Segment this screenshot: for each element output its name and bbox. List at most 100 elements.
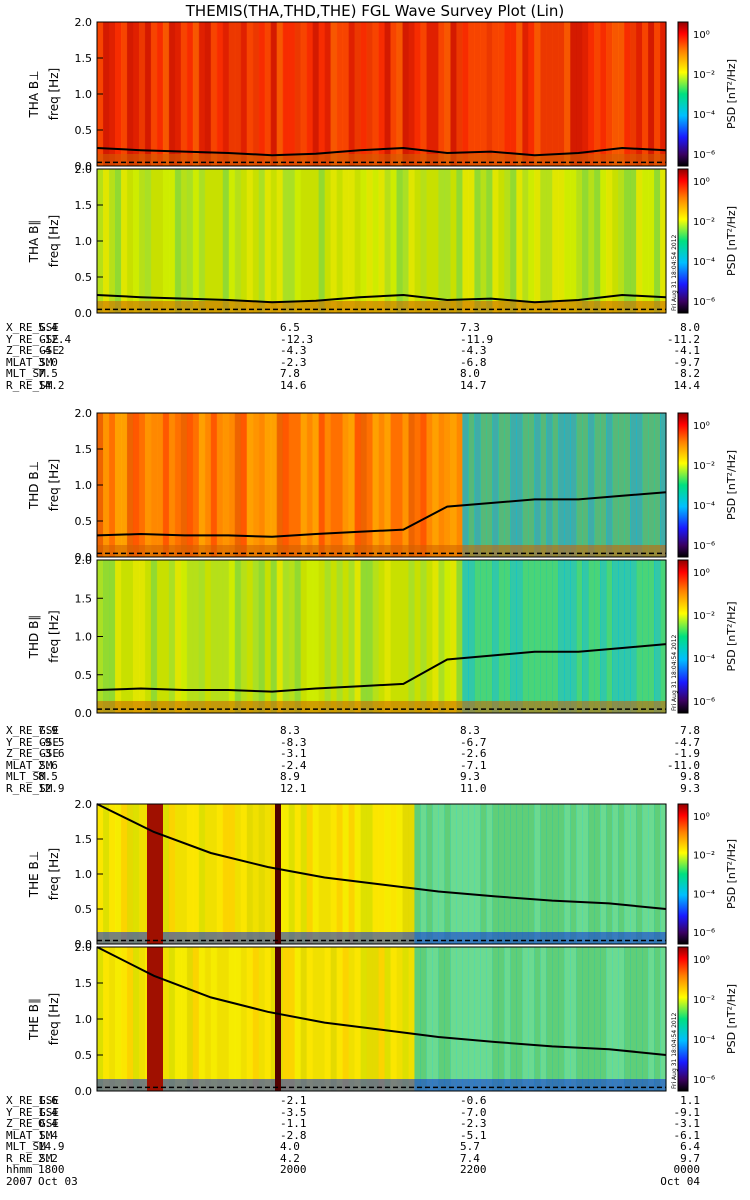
spectrogram-column: [120, 413, 128, 557]
spectrogram-column: [450, 804, 457, 944]
spectrogram-column: [618, 169, 625, 313]
spectrogram-column: [210, 413, 218, 557]
spectrogram-column: [252, 804, 260, 944]
spectrogram-column: [258, 22, 266, 166]
ephemeris-value: 8.9: [280, 770, 300, 783]
spectrogram-column: [246, 413, 254, 557]
spectrogram-column: [144, 413, 152, 557]
spectrogram-column: [132, 560, 140, 713]
spectrogram-column: [582, 947, 589, 1091]
spectrogram-column: [366, 169, 374, 313]
y-tick-label: 2.0: [75, 407, 93, 420]
spectrogram-column: [396, 947, 404, 1091]
spectrogram-column: [108, 22, 116, 166]
spectrogram-column: [222, 22, 230, 166]
spectrogram-column: [276, 22, 284, 166]
spectrogram-column: [204, 947, 212, 1091]
spectrogram-column: [528, 947, 535, 1091]
spectrogram-column: [660, 804, 667, 944]
colorbar-tick-label: 10⁰: [693, 177, 710, 188]
spectrogram-column: [312, 947, 320, 1091]
ephemeris-value: 4.2: [280, 1151, 300, 1165]
spectrogram-column: [270, 947, 278, 1091]
spectrogram-column: [246, 169, 254, 313]
spectrogram-column: [450, 560, 457, 713]
spectrogram-column: [168, 804, 176, 944]
spectrogram-column: [216, 169, 224, 313]
spectrogram-column: [168, 947, 176, 1091]
spectrogram-column: [438, 804, 445, 944]
spectrogram-column: [402, 560, 410, 713]
colorbar-tick-label: 10⁻²: [693, 217, 715, 228]
ephemeris-value: 7.9: [38, 724, 58, 737]
spectrogram-column: [372, 947, 380, 1091]
ephemeris-value: -9.5: [38, 735, 65, 749]
spectrogram-column: [198, 22, 206, 166]
spectrogram-column: [204, 22, 212, 166]
spectrogram-column: [336, 413, 344, 557]
spectrogram-column: [270, 169, 278, 313]
spectrogram-column: [264, 804, 272, 944]
spectrogram-column: [138, 804, 146, 944]
spectrogram-column: [300, 169, 308, 313]
spectrogram-column: [576, 169, 583, 313]
ephemeris-value: 0000: [673, 1163, 701, 1176]
spectrogram-column: [546, 169, 553, 313]
ephemeris-value: 8.2: [680, 367, 700, 380]
spectrogram-column: [192, 413, 200, 557]
spectrogram-column: [102, 169, 110, 313]
y-tick-label: 2.0: [75, 163, 93, 176]
spectrogram-column: [426, 560, 434, 713]
spectrogram-column: [612, 560, 619, 713]
spectrogram-column: [462, 22, 469, 166]
spectrogram-column: [120, 804, 128, 944]
spectrogram-column: [642, 947, 649, 1091]
ephemeris-label: X_RE_GSE: [6, 724, 59, 737]
spectrogram-column: [540, 947, 547, 1091]
spectrogram-column: [306, 169, 314, 313]
colorbar-tick-label: 10⁻⁴: [693, 889, 715, 900]
spectrogram-column: [270, 22, 278, 166]
ephemeris-value: -11.0: [666, 758, 700, 772]
spectrogram-column: [372, 560, 380, 713]
spectrogram-column: [354, 560, 362, 713]
spectrogram-column: [192, 804, 200, 944]
spectrogram-column: [510, 804, 517, 944]
spectrogram-column: [552, 169, 559, 313]
colorbar-label: PSD [nT²/Hz]: [725, 206, 738, 276]
spectrogram-column: [360, 22, 368, 166]
spectrogram-column: [510, 22, 517, 166]
spectrogram-column: [456, 169, 463, 313]
spectrogram-column: [516, 169, 523, 313]
ephemeris-value: 7.8: [680, 724, 700, 737]
spectrogram-column: [222, 169, 230, 313]
ephemeris-label: X_RE_GSE: [6, 321, 59, 334]
spectrogram-column: [372, 804, 380, 944]
spectrogram-column: [414, 169, 422, 313]
ephemeris-label: Z_RE_GSE: [6, 344, 59, 357]
spectrogram-column: [528, 804, 535, 944]
spectrogram-column: [606, 947, 613, 1091]
spectrogram-column: [228, 560, 236, 713]
y-tick-label: 0.0: [75, 707, 93, 720]
timestamp-stamp: Fri Aug 31 18:04:54 2012: [671, 234, 678, 311]
gyrofrequency-line: [96, 643, 667, 693]
spectrogram-column: [324, 22, 332, 166]
ephemeris-value: 1.6: [38, 1094, 58, 1107]
spectrogram-column: [552, 22, 559, 166]
spectrogram-column: [660, 22, 667, 166]
ephemeris-label: MLAT_SM: [6, 1128, 53, 1142]
spectrogram-column: [444, 947, 451, 1091]
spectrogram-column: [564, 804, 571, 944]
spectrogram-column: [210, 560, 218, 713]
spectrogram-column: [618, 22, 625, 166]
spectrogram-column: [150, 413, 158, 557]
spectrogram-column: [264, 560, 272, 713]
spectrogram-column: [492, 804, 499, 944]
y-axis-probe-label: THA B∥: [27, 220, 41, 264]
spectrogram-column: [336, 22, 344, 166]
spectrogram-column: [258, 413, 266, 557]
spectrogram-column: [204, 804, 212, 944]
ephemeris-value: 1.1: [680, 1094, 700, 1107]
